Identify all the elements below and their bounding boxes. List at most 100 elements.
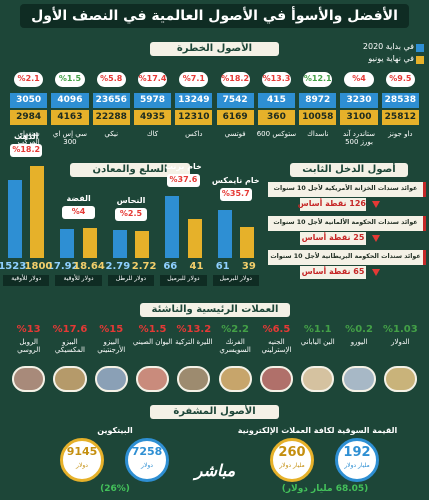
- change-badge: %1.5: [55, 72, 85, 87]
- unit-label: دولار للرطل: [107, 275, 155, 286]
- legend-swatch: [416, 56, 424, 64]
- start-value: 61: [215, 261, 230, 272]
- change-text: %6.5: [262, 324, 291, 335]
- crypto-unit: دولار: [76, 462, 88, 469]
- start-bar: [165, 196, 180, 258]
- legend-label: في بداية 2020: [362, 42, 414, 51]
- down-arrow: [372, 201, 380, 208]
- title: الأفضل والأسوأ في الأصول العالمية في الن…: [20, 4, 409, 28]
- change-badge: %4: [62, 206, 95, 219]
- change-text: %13: [16, 324, 41, 335]
- end-value: 25812: [381, 110, 419, 125]
- bond-name: عوائد سندات الحكومة البريطانية لأجل 10 س…: [268, 250, 426, 265]
- start-value: 5978: [133, 93, 172, 108]
- start-bar: [217, 210, 232, 258]
- change-text: %0.2: [345, 324, 373, 335]
- end-value: 22288: [92, 110, 130, 125]
- currency-image: [301, 366, 335, 392]
- change-badge: %13.3: [261, 72, 292, 87]
- currency-image: [177, 366, 211, 392]
- crypto-unit: دولار: [141, 462, 153, 469]
- bond-change: 65 نقطة أساس: [300, 266, 366, 279]
- section-title: أصول الدخل الثابت: [290, 163, 408, 177]
- asset-name: شنغهاي المركب: [17, 130, 40, 147]
- asset-name: سي إس اي 300: [52, 130, 87, 147]
- start-bar: [8, 180, 22, 258]
- asset-name: فوتسي: [224, 130, 246, 138]
- currency-name: الجنيه الإسترليني: [261, 338, 292, 355]
- change-text: %1.5: [138, 324, 167, 335]
- start-value: 4096: [51, 93, 89, 108]
- currency-name: الروبل الروسي: [17, 338, 41, 355]
- crypto-value: 260: [278, 445, 306, 460]
- commodity-name: الذهب: [14, 132, 39, 141]
- asset-name: ستوكس 600: [256, 130, 297, 138]
- start-value: 7542: [216, 93, 254, 108]
- change-text: %1.03: [382, 324, 418, 335]
- crypto-change: (68.05 مليار دولار): [281, 484, 369, 494]
- end-bar: [135, 230, 150, 258]
- start-bar: [112, 230, 127, 258]
- currency-image: [218, 366, 252, 392]
- currency-name: الدولار: [391, 338, 410, 346]
- legend-label: في نهاية يونيو: [368, 54, 414, 63]
- crypto-title: البيتكوين: [97, 426, 133, 435]
- crypto-value: 9145: [66, 445, 98, 458]
- section-title: الأصول الخطرة: [150, 42, 279, 56]
- section-title: السلع والمعادن: [70, 163, 190, 177]
- end-value: 41: [189, 261, 204, 272]
- commodity-name: الفضة: [66, 194, 91, 203]
- end-bar: [187, 219, 202, 258]
- change-badge: %5.8: [96, 72, 126, 87]
- down-arrow: [372, 269, 380, 276]
- value-circle: [335, 438, 379, 482]
- start-value: 3230: [340, 93, 378, 108]
- currency-name: الليرة التركية: [175, 338, 213, 346]
- currency-image: [383, 366, 417, 392]
- end-value: 360: [257, 110, 296, 125]
- unit-label: دولار للبرميل: [212, 275, 259, 286]
- currency-name: الفرنك السويسري: [219, 338, 251, 355]
- bond-change: 126 نقطة أساس: [298, 198, 366, 211]
- change-badge: %37.6: [167, 174, 200, 187]
- unit-label: دولار للأوقية: [55, 275, 102, 286]
- unit-label: دولار للبرميل: [160, 275, 207, 286]
- start-value: 2.79: [105, 261, 131, 272]
- change-text: %17.6: [52, 324, 88, 335]
- change-badge: %9.5: [385, 72, 415, 87]
- currency-image: [94, 366, 128, 392]
- start-value: 23656: [92, 93, 130, 108]
- change-badge: %2.1: [14, 72, 44, 87]
- currency-name: البيزو الأرجنتيني: [97, 338, 126, 355]
- start-value: 415: [257, 93, 296, 108]
- change-text: %1.1: [303, 324, 332, 335]
- value-circle: [125, 438, 169, 482]
- change-badge: %7.1: [179, 72, 209, 87]
- end-bar: [30, 166, 45, 258]
- end-value: 18.64: [73, 261, 105, 272]
- change-text: %15: [99, 324, 124, 335]
- commodity-name: خام نايمكس: [211, 176, 260, 185]
- end-value: 12310: [175, 110, 213, 125]
- legend-swatch: [416, 44, 424, 52]
- currency-image: [135, 366, 170, 392]
- end-value: 3100: [340, 110, 378, 125]
- end-value: 2984: [10, 110, 48, 125]
- currency-name: البيزو المكسيكي: [54, 338, 85, 355]
- change-badge: %18.2: [10, 144, 43, 157]
- logo: مباشر: [194, 461, 236, 480]
- bond-change: 25 نقطة أساس: [300, 232, 366, 245]
- start-value: 3050: [10, 93, 48, 108]
- asset-name: ناسداك: [307, 130, 329, 138]
- crypto-unit: مليار دولار: [344, 462, 370, 469]
- start-bar: [60, 229, 75, 258]
- change-text: %2.2: [221, 324, 250, 335]
- change-text: %13.2: [176, 324, 212, 335]
- asset-name: داو جونز: [388, 130, 413, 138]
- end-value: 6169: [216, 110, 254, 125]
- start-value: 66: [163, 261, 178, 272]
- change-badge: %35.7: [219, 188, 252, 201]
- currency-name: الين الياباني: [300, 338, 335, 346]
- change-badge: %2.5: [114, 208, 148, 221]
